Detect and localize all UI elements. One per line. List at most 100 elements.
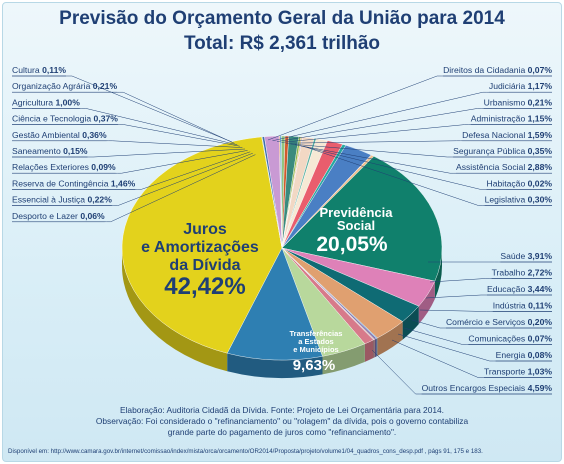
leader-lines [12, 75, 552, 395]
label-name: Essencial à Justiça [12, 195, 87, 205]
label-name: Saneamento [12, 146, 63, 156]
label-name: Comércio e Serviços [446, 317, 528, 327]
label-ciencia-e-tecnologia: Ciência e Tecnologia 0,37% [12, 114, 118, 124]
prev-value: 20,05% [316, 233, 388, 256]
label-value: 0,21% [528, 97, 553, 107]
label-value: 0,21% [93, 81, 118, 91]
label-reserva-de-contingencia: Reserva de Contingência 1,46% [12, 178, 136, 188]
pie-depth-layer [122, 248, 442, 378]
label-value: 0,30% [528, 195, 553, 205]
prev-line1: Previdência [320, 205, 394, 220]
label-name: Relações Exteriores [12, 162, 91, 172]
previdencia-label: Previdência Social 20,05% [316, 205, 393, 256]
label-value: 0,35% [528, 146, 553, 156]
label-seguranca-publica: Segurança Pública 0,35% [453, 146, 552, 156]
label-industria: Indústria 0,11% [493, 301, 553, 311]
label-value: 4,59% [528, 383, 553, 393]
label-name: Administração [471, 114, 528, 124]
juros-line1: Juros [183, 221, 227, 238]
label-value: 0,37% [94, 114, 119, 124]
label-assistencia-social: Assistência Social 2,88% [456, 162, 552, 172]
label-name: Transporte [484, 367, 528, 377]
label-legislativa: Legislativa 0,30% [485, 195, 553, 205]
slice-side-juros-e-amortizacoes-da-divida [122, 248, 228, 372]
label-value: 0,11% [528, 301, 552, 311]
chart-footer: Elaboração: Auditoria Cidadã da Dívida. … [0, 405, 564, 438]
label-name: Comunicações [468, 334, 527, 344]
label-urbanismo: Urbanismo 0,21% [484, 97, 553, 107]
transf-value: 9,63% [293, 357, 336, 374]
slice-transferencias-a-estados-e-municipios [226, 247, 323, 361]
label-value: 1,15% [528, 114, 553, 124]
label-judiciaria: Judiciária 1,17% [489, 81, 552, 91]
label-saneamento: Saneamento 0,15% [12, 146, 88, 156]
label-direitos-da-cidadania: Direitos da Cidadania 0,07% [443, 65, 552, 75]
prev-line2: Social [337, 218, 375, 233]
slice-side-comunicacoes [374, 339, 375, 358]
leader-line-trabalho [429, 278, 552, 283]
label-value: 0,07% [528, 334, 553, 344]
label-value: 1,00% [55, 97, 80, 107]
label-value: 0,20% [528, 317, 553, 327]
label-name: Defesa Nacional [462, 130, 527, 140]
label-essencial-a-justica: Essencial à Justiça 0,22% [12, 195, 112, 205]
slice-side-saude [418, 281, 435, 325]
label-value: 0,08% [528, 350, 553, 360]
label-name: Gestão Ambiental [12, 130, 82, 140]
label-administracao: Administração 1,15% [471, 114, 553, 124]
juros-line3: da Dívida [169, 257, 240, 274]
label-organizacao-agraria: Organização Agrária 0,21% [12, 81, 117, 91]
transf-line2: a Estados [298, 337, 333, 346]
slice-previdencia-social [281, 156, 443, 282]
label-name: Direitos da Cidadania [443, 65, 528, 75]
label-value: 1,03% [528, 367, 553, 377]
transferencias-label: Transferências a Estados e Municípios 9,… [290, 329, 343, 374]
label-name: Desporto e Lazer [12, 211, 80, 221]
label-comunicacoes: Comunicações 0,07% [468, 334, 552, 344]
footer-line-2: Observação: Foi considerado o "refinanci… [95, 416, 469, 426]
label-name: Legislativa [485, 195, 528, 205]
label-value: 3,91% [528, 251, 553, 261]
label-name: Saúde [500, 251, 527, 261]
slice-side-comercio-e-servicos [374, 338, 377, 358]
label-name: Organização Agrária [12, 81, 93, 91]
label-outros-encargos-especiais: Outros Encargos Especiais 4,59% [422, 383, 553, 393]
juros-label: Juros e Amortizações da Dívida 42,42% [141, 221, 259, 300]
label-value: 1,59% [528, 130, 553, 140]
label-name: Assistência Social [456, 162, 528, 172]
label-habitacao: Habitação 0,02% [487, 178, 553, 188]
transf-line1: Transferências [290, 329, 343, 338]
label-energia: Energia 0,08% [496, 350, 553, 360]
label-defesa-nacional: Defesa Nacional 1,59% [462, 130, 552, 140]
label-name: Reserva de Contingência [12, 178, 111, 188]
label-saude: Saúde 3,91% [500, 251, 552, 261]
label-value: 0,07% [528, 65, 553, 75]
slice-side-trabalho [402, 306, 419, 340]
label-value: 1,17% [528, 81, 553, 91]
label-name: Judiciária [489, 81, 528, 91]
label-value: 0,36% [82, 130, 107, 140]
slice-side-educacao [377, 321, 403, 356]
slice-side-industria [376, 337, 378, 357]
label-name: Agricultura [12, 97, 55, 107]
label-value: 0,22% [87, 195, 112, 205]
label-value: 2,88% [528, 162, 553, 172]
label-gestao-ambiental: Gestão Ambiental 0,36% [12, 130, 107, 140]
label-comercio-e-servicos: Comércio e Serviços 0,20% [446, 317, 552, 327]
juros-line2: e Amortizações [141, 239, 259, 256]
label-agricultura: Agricultura 1,00% [12, 97, 80, 107]
label-name: Habitação [487, 178, 528, 188]
slice-juros-e-amortizacoes-da-divida [121, 136, 283, 354]
footer-line-3: grande parte do pagamento de juros como … [167, 427, 397, 437]
label-relacoes-exteriores: Relações Exteriores 0,09% [12, 162, 116, 172]
label-value: 0,02% [528, 178, 553, 188]
label-value: 0,11% [42, 65, 66, 75]
label-name: Educação [487, 284, 528, 294]
leader-line-educacao [425, 294, 552, 299]
transf-line3: e Municípios [293, 345, 338, 354]
label-value: 0,09% [91, 162, 116, 172]
label-transporte: Transporte 1,03% [484, 367, 552, 377]
label-name: Ciência e Tecnologia [12, 114, 94, 124]
pie-top-layer [121, 135, 443, 361]
